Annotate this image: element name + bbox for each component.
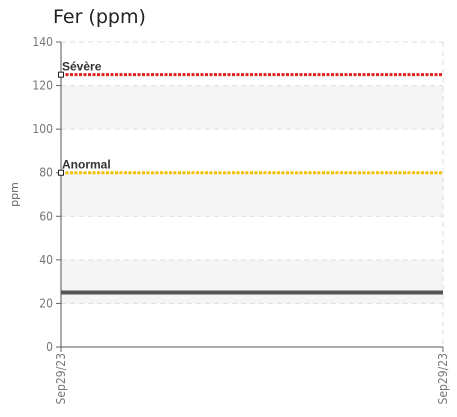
plot-band — [61, 259, 443, 304]
chart-title: Fer (ppm) — [53, 6, 146, 28]
y-tick-label: 120 — [32, 79, 53, 93]
x-tick-label: Sep29/23 — [436, 353, 450, 404]
threshold-marker — [58, 71, 64, 78]
y-tick-label: 100 — [32, 122, 53, 136]
y-tick-label: 60 — [39, 209, 53, 223]
y-tick-label: 40 — [39, 253, 53, 267]
y-tick-label: 0 — [46, 340, 53, 354]
plot-band — [61, 85, 443, 130]
threshold-label: Anormal — [62, 158, 111, 172]
y-tick-label: 80 — [39, 166, 53, 180]
plot-band — [61, 172, 443, 217]
threshold-marker — [58, 169, 64, 176]
y-tick-label: 140 — [32, 35, 53, 49]
threshold-label: Sévère — [62, 60, 102, 74]
y-axis-label: ppm — [8, 182, 21, 207]
y-tick-label: 20 — [39, 296, 53, 310]
x-tick-label: Sep29/23 — [54, 353, 68, 404]
